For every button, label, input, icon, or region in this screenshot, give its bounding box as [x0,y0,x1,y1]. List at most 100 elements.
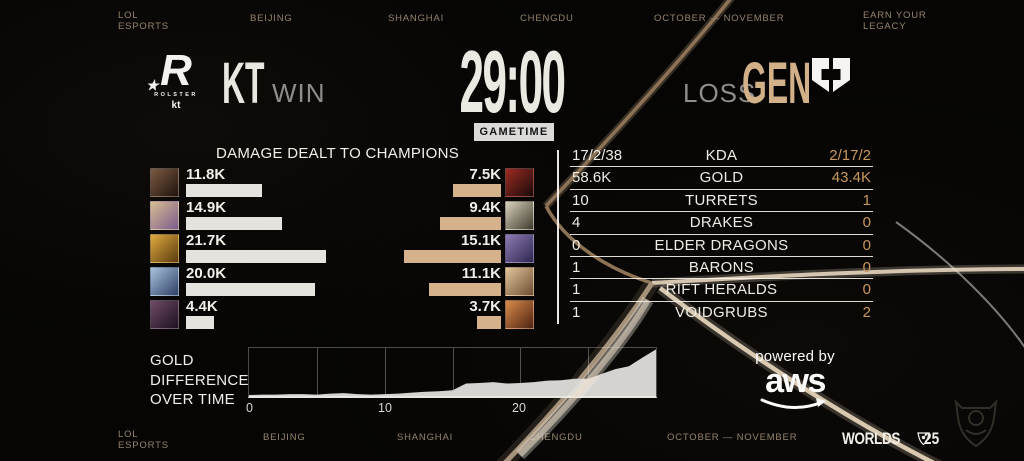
damage-bar [440,217,501,230]
kt-rolster-logo: ★ R ROLSTER kt [144,49,208,112]
damage-value: 21.7K [186,232,227,249]
stat-row-elder-dragons: 0 ELDER DRAGONS 0 [570,235,873,257]
damage-bar [186,316,215,329]
kt-logo-kt-text: kt [171,100,181,111]
damage-row: 11.1K [360,265,534,299]
stat-row-barons: 1 BARONS 0 [570,257,873,280]
damage-value: 11.1K [461,265,501,282]
damage-bar [186,283,316,296]
chart-xtick-0: 0 [246,401,253,415]
gen-g-logo [812,58,850,92]
champion-icon [150,300,179,329]
stat-right-value: 0 [862,236,871,254]
chart-gridline [384,348,386,396]
stat-row-rift-heralds: 1 RIFT HERALDS 0 [570,279,873,302]
damage-bar [186,217,283,230]
stat-label: KDA [705,147,738,164]
champion-icon [505,267,534,296]
damage-bar [186,184,263,197]
stat-row-gold: 58.6K GOLD 43.4K [570,167,873,190]
damage-value: 11.8K [186,166,226,183]
damage-list-right: 7.5K 9.4K 15.1K 11.1K 3.7K [360,166,534,332]
stat-label: RIFT HERALDS [665,281,778,299]
worlds-emblem-watermark [954,399,998,448]
chart-gridline [316,348,318,396]
topbar-chengdu: CHENGDU [520,13,574,24]
stat-label: GOLD [699,169,744,187]
aws-logo-text: aws [765,362,826,400]
damage-value: 3.7K [469,298,501,315]
damage-bar [403,250,501,263]
gametime-label: GAMETIME [474,123,554,141]
topbar-shanghai: SHANGHAI [388,13,445,24]
stat-right-value: 43.4K [831,169,871,187]
aws-sponsor-block: powered by aws [740,348,850,420]
kt-logo-rolster-text: ROLSTER [154,92,198,98]
champion-icon [505,168,534,197]
damage-value: 4.4K [186,298,218,315]
left-team-result: WIN [272,78,326,108]
champion-icon [505,234,534,263]
damage-row: 20.0K [150,265,480,299]
damage-row: 21.7K [150,232,480,266]
stat-right-value: 1 [862,191,871,209]
damage-row: 7.5K [360,166,534,200]
damage-bar [429,283,501,296]
champion-icon [150,168,179,197]
damage-value: 9.4K [469,199,501,216]
damage-bar [186,250,326,263]
panel-divider [557,150,559,324]
damage-row: 3.7K [360,298,534,332]
stat-row-drakes: 4 DRAKES 0 [570,212,873,235]
stats-table: 17/2/38 KDA 2/17/2 58.6K GOLD 43.4K 10 T… [570,145,873,324]
footer-dates: OCTOBER — NOVEMBER [667,432,798,443]
topbar-dates: OCTOBER — NOVEMBER [654,13,785,24]
left-team-name: KT [222,51,265,116]
damage-row: 15.1K [360,232,534,266]
stat-right-value: 0 [862,214,871,232]
gold-diff-chart [248,347,657,398]
chart-gridline [452,348,454,396]
damage-bar [452,184,501,197]
stat-label: VOIDGRUBS [675,303,768,321]
stat-row-voidgrubs: 1 VOIDGRUBS 2 [570,302,873,324]
damage-row: 14.9K [150,199,480,233]
gold-diff-chart-title: GOLD DIFFERENCE OVER TIME [150,352,249,408]
damage-value: 20.0K [186,265,227,282]
kt-logo-r: ★ R [144,49,208,94]
damage-value: 15.1K [460,232,501,249]
stat-right-value: 0 [862,281,871,299]
champion-icon [505,201,534,230]
damage-list-left: 11.8K 14.9K 21.7K 20.0K 4.4K [150,166,480,332]
damage-bar [477,316,501,329]
stat-row-turrets: 10 TURRETS 1 [570,190,873,213]
damage-row: 11.8K [150,166,480,200]
worlds-25-logo: WORLDS 25 [842,429,942,449]
stat-right-value: 2/17/2 [829,147,871,164]
footer-chengdu: CHENGDU [529,432,583,443]
worlds-logo-year: 25 [923,429,939,448]
damage-value: 14.9K [186,199,227,216]
gold-diff-area [249,349,656,396]
stat-row-kda: 17/2/38 KDA 2/17/2 [570,145,873,168]
champion-icon [150,234,179,263]
stat-label: DRAKES [689,214,754,232]
footer-beijing: BEIJING [263,432,306,443]
damage-row: 9.4K [360,199,534,233]
topbar-beijing: BEIJING [250,13,293,24]
footer-shanghai: SHANGHAI [397,432,454,443]
chart-xtick-10: 10 [378,401,392,415]
topbar-lol-esports: LOL ESPORTS [118,10,169,32]
footer-lol-esports: LOL ESPORTS [118,429,169,451]
worlds-logo-text: WORLDS [842,429,901,448]
aws-smile-icon [760,398,826,409]
stat-label: BARONS [688,258,755,276]
damage-value: 7.5K [469,166,501,183]
champion-icon [150,267,179,296]
topbar-earn-your-legacy: EARN YOUR LEGACY [863,10,927,32]
kt-logo-star-icon: ★ [146,77,159,93]
stat-right-value: 2 [862,303,871,321]
stat-label: ELDER DRAGONS [654,236,789,254]
chart-xtick-20: 20 [512,401,526,415]
right-team-name: GEN [742,51,812,116]
